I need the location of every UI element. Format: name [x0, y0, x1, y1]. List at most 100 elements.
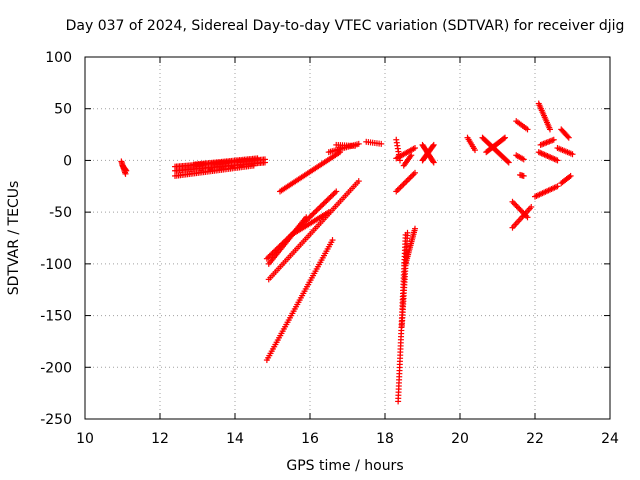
x-tick-label: 24 [601, 431, 619, 447]
data-point [510, 200, 517, 207]
data-point [406, 175, 413, 182]
data-point [512, 201, 519, 208]
data-point [567, 172, 574, 179]
data-point [517, 171, 523, 178]
data-point [517, 207, 524, 214]
x-tick-label: 16 [301, 431, 319, 447]
data-point [330, 191, 337, 198]
y-tick-label: -150 [40, 309, 72, 325]
data-point [320, 200, 327, 207]
data-point [554, 157, 561, 164]
data-point [393, 188, 400, 195]
data-point [554, 183, 561, 190]
data-point [516, 205, 523, 212]
data-point [566, 173, 573, 180]
y-tick-label: -250 [40, 412, 72, 428]
data-point [565, 134, 572, 141]
data-point [430, 158, 436, 165]
data-point [472, 147, 478, 154]
x-tick-label: 20 [451, 431, 469, 447]
data-point [430, 141, 437, 148]
plot-frame [84, 56, 611, 420]
data-point [394, 187, 401, 194]
x-axis-label: GPS time / hours [286, 458, 403, 474]
y-tick-label: -200 [40, 360, 72, 376]
data-point [333, 188, 340, 195]
data-point [408, 152, 415, 159]
data-point [412, 169, 418, 176]
data-point [321, 199, 328, 206]
y-axis-label: SDTVAR / TECUs [6, 181, 22, 296]
data-point [397, 184, 404, 191]
data-point [325, 209, 332, 216]
data-point [412, 145, 418, 152]
y-tick-label: -100 [40, 257, 72, 273]
data-point [254, 155, 261, 162]
data-point [524, 126, 531, 133]
data-point [520, 156, 527, 163]
data-point [314, 206, 321, 213]
data-point [307, 213, 314, 220]
data-point [509, 198, 516, 205]
data-point [327, 193, 334, 200]
x-tick-label: 12 [151, 431, 169, 447]
data-point [407, 174, 414, 181]
data-point [331, 189, 338, 196]
data-point [502, 134, 508, 141]
data-point [324, 196, 331, 203]
data-point [430, 159, 437, 166]
data-point [355, 140, 362, 147]
data-point [352, 142, 358, 149]
data-point [514, 204, 521, 211]
data-points [118, 100, 576, 405]
data-point [303, 214, 310, 221]
y-tick-label: 100 [45, 50, 72, 66]
data-point [250, 162, 257, 169]
data-point [547, 126, 553, 133]
data-point [319, 202, 326, 209]
y-tick-label: -50 [49, 205, 72, 221]
data-point [317, 203, 324, 210]
data-point [400, 181, 407, 188]
axis-ticks: 10 12 14 16 18 20 22 24 100 50 0 -50 -100 -150 -200 -25… [40, 50, 619, 447]
data-point [310, 210, 317, 217]
data-point [412, 225, 418, 232]
data-point [309, 211, 316, 218]
data-point [316, 204, 323, 211]
data-point [355, 178, 362, 185]
data-point [550, 136, 557, 143]
data-point [500, 135, 507, 142]
data-point [262, 159, 268, 166]
data-point [313, 207, 320, 214]
y-tick-label: 0 [63, 153, 72, 169]
data-point [410, 171, 417, 178]
data-point [403, 178, 410, 185]
data-point [123, 167, 130, 174]
chart-title: Day 037 of 2024, Sidereal Day-to-day VTE… [66, 18, 625, 34]
data-point [430, 142, 436, 149]
grid [85, 57, 610, 419]
y-tick-label: 50 [54, 102, 72, 118]
x-tick-label: 18 [376, 431, 394, 447]
data-point [504, 158, 511, 165]
x-tick-label: 10 [76, 431, 94, 447]
data-point [528, 203, 535, 210]
data-point [569, 151, 576, 158]
data-point [409, 172, 416, 179]
data-point [397, 157, 403, 164]
data-point [378, 140, 385, 147]
data-point [513, 203, 520, 210]
x-tick-label: 14 [226, 431, 244, 447]
x-tick-label: 22 [526, 431, 544, 447]
data-point [323, 198, 330, 205]
data-point [404, 177, 411, 184]
data-point [312, 209, 319, 216]
data-point [326, 195, 333, 202]
data-point [396, 185, 403, 192]
data-point [399, 182, 406, 189]
data-point [564, 133, 571, 140]
data-point [404, 229, 411, 236]
data-point [524, 214, 531, 221]
data-point [505, 159, 512, 166]
